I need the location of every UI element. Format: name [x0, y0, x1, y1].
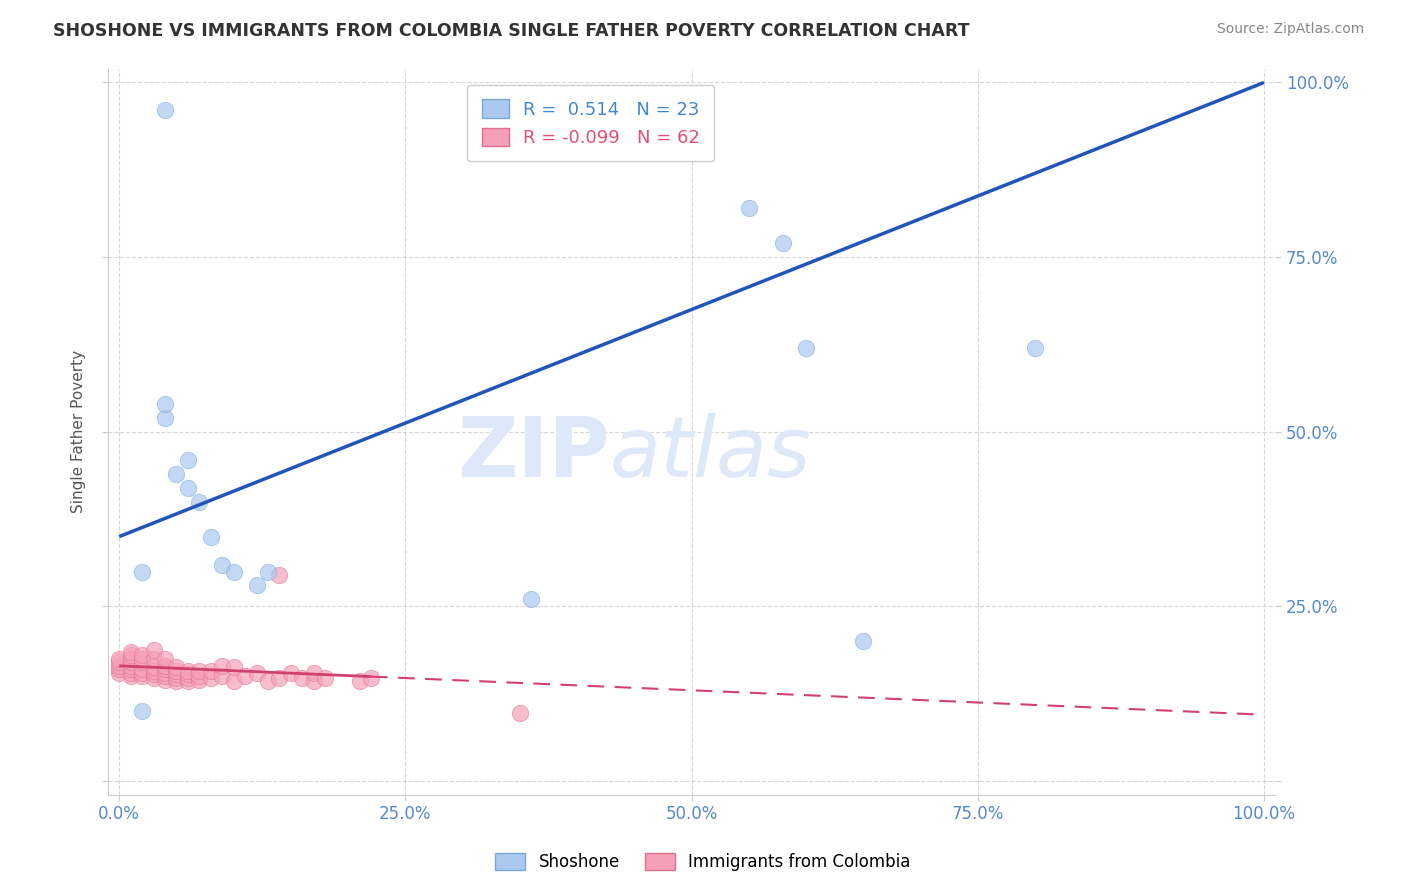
Legend: Shoshone, Immigrants from Colombia: Shoshone, Immigrants from Colombia	[486, 845, 920, 880]
Point	[302, 665, 325, 680]
Point	[245, 665, 267, 680]
Point	[200, 664, 222, 678]
Point	[314, 671, 336, 685]
Point	[142, 660, 165, 674]
Point	[120, 656, 142, 670]
Point	[188, 673, 211, 687]
Text: atlas: atlas	[610, 413, 811, 494]
Point	[245, 578, 267, 592]
Point	[211, 669, 233, 683]
Point	[177, 664, 200, 678]
Point	[153, 658, 176, 673]
Point	[131, 565, 153, 579]
Legend: R =  0.514   N = 23, R = -0.099   N = 62: R = 0.514 N = 23, R = -0.099 N = 62	[467, 85, 714, 161]
Point	[177, 667, 200, 681]
Point	[108, 652, 131, 666]
Point	[131, 704, 153, 718]
Point	[349, 674, 371, 689]
Point	[165, 667, 187, 681]
Point	[153, 397, 176, 411]
Point	[200, 530, 222, 544]
Point	[153, 652, 176, 666]
Point	[153, 669, 176, 683]
Point	[257, 565, 280, 579]
Point	[188, 664, 211, 678]
Point	[177, 481, 200, 495]
Point	[131, 656, 153, 670]
Point	[120, 645, 142, 659]
Point	[153, 673, 176, 687]
Point	[200, 671, 222, 685]
Point	[222, 660, 245, 674]
Y-axis label: Single Father Poverty: Single Father Poverty	[72, 351, 86, 514]
Point	[131, 669, 153, 683]
Point	[153, 662, 176, 676]
Point	[188, 494, 211, 508]
Point	[120, 662, 142, 676]
Point	[794, 341, 817, 355]
Point	[120, 648, 142, 663]
Point	[131, 652, 153, 666]
Point	[108, 656, 131, 670]
Point	[120, 652, 142, 666]
Point	[153, 665, 176, 680]
Point	[269, 671, 291, 685]
Point	[1024, 341, 1046, 355]
Point	[291, 671, 314, 685]
Point	[738, 201, 761, 215]
Point	[142, 652, 165, 666]
Point	[108, 662, 131, 676]
Point	[108, 665, 131, 680]
Point	[108, 658, 131, 673]
Point	[165, 660, 187, 674]
Point	[142, 642, 165, 657]
Point	[131, 662, 153, 676]
Point	[177, 671, 200, 685]
Point	[131, 665, 153, 680]
Text: Source: ZipAtlas.com: Source: ZipAtlas.com	[1216, 22, 1364, 37]
Point	[165, 674, 187, 689]
Point	[360, 671, 382, 685]
Point	[509, 706, 531, 720]
Point	[142, 664, 165, 678]
Point	[153, 410, 176, 425]
Point	[211, 558, 233, 572]
Point	[165, 664, 187, 678]
Point	[120, 665, 142, 680]
Text: SHOSHONE VS IMMIGRANTS FROM COLOMBIA SINGLE FATHER POVERTY CORRELATION CHART: SHOSHONE VS IMMIGRANTS FROM COLOMBIA SIN…	[53, 22, 970, 40]
Point	[233, 669, 256, 683]
Point	[142, 667, 165, 681]
Point	[257, 674, 280, 689]
Point	[177, 452, 200, 467]
Point	[177, 674, 200, 689]
Point	[165, 671, 187, 685]
Point	[520, 592, 543, 607]
Text: ZIP: ZIP	[457, 413, 610, 494]
Point	[280, 665, 302, 680]
Point	[142, 671, 165, 685]
Point	[269, 568, 291, 582]
Point	[211, 658, 233, 673]
Point	[120, 658, 142, 673]
Point	[302, 674, 325, 689]
Point	[222, 565, 245, 579]
Point	[772, 236, 794, 251]
Point	[852, 634, 875, 648]
Point	[188, 669, 211, 683]
Point	[120, 669, 142, 683]
Point	[131, 648, 153, 663]
Point	[165, 467, 187, 481]
Point	[153, 103, 176, 118]
Point	[222, 674, 245, 689]
